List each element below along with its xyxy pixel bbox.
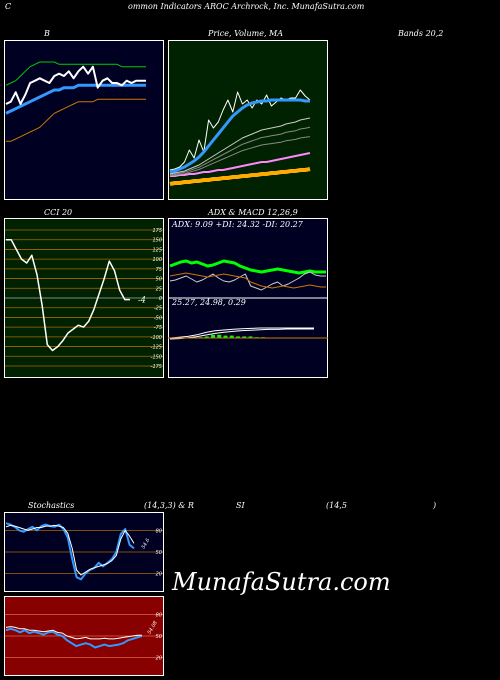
header-c: C [5,2,12,11]
bollinger-price-line [5,65,146,105]
cci-tick-label: -150 [151,354,162,360]
bands-label-b: B [44,29,50,38]
macd-line [169,327,314,339]
cci-tick-label: -175 [151,364,162,370]
adx-macd-panel [168,218,328,378]
price-panel [168,40,328,200]
stochastics-panel: 80 50 20 54.6 [4,512,164,592]
cci-line [6,238,130,352]
rsi-tick-label: 80 [156,612,162,618]
cci-tick-label: -75 [154,325,162,331]
cci-tick-label: 175 [152,228,162,234]
cci-tick-label: 125 [152,247,162,253]
cci-tick-label: 150 [152,238,162,244]
price-ma-mid-line [169,117,311,175]
adx-macd-chart [168,218,328,378]
macd-histogram-bar [236,336,240,339]
bollinger-chart [4,40,164,200]
price-ma-extra-line [169,126,311,176]
rsi-panel: 80 50 20 54.08 [4,596,164,676]
price-ma-short-line [169,98,310,174]
price-ma-long-2-line [169,167,311,186]
macd-histogram-bar [211,334,215,339]
stoch-d-line [5,524,135,576]
bands-label: Bands 20,2 [398,29,444,38]
cci-tick-label: -100 [151,335,162,341]
adx-plusminus-di-line [169,259,326,275]
rsi-params-label: (14,5 [326,501,347,510]
si-label: SI [236,501,245,510]
stoch-tick-label: 50 [156,550,162,556]
macd-histogram-bar [248,336,253,339]
page-title: ommon Indicators AROC Archrock, Inc. Mun… [128,2,365,11]
rsi-tick-label: 50 [156,634,162,640]
price-ma-extra-line [169,136,311,177]
cci-tick-label: 25 [156,286,162,292]
cci-tick-label: -50 [154,315,162,321]
bollinger-upper-line [5,61,146,86]
adx-values: ADX: 9.09 +DI: 24.32 -DI: 20.27 [172,220,303,229]
close-paren-label: ) [433,501,437,510]
macd-histogram-bar [217,334,222,339]
macd-histogram-bar [242,336,247,339]
stoch-tick-label: 20 [156,572,162,578]
cci-panel: 175 150 125 100 75 50 25 0 -25 -50 -75 -100 -125 -150… [4,218,164,378]
stoch-last-value-label: 54.6 [141,537,152,550]
rsi-mfi-line [5,626,142,640]
macd-histogram-bar [223,335,228,339]
stoch-k-line [5,522,135,581]
macd-histogram-bar [204,336,209,339]
cci-tick-label: 50 [156,277,162,283]
stochastics-chart: 80 50 20 54.6 [4,512,164,592]
bollinger-lower-line [6,98,146,142]
price-ma-long-1-line [170,152,311,177]
adx-macd-label: ADX & MACD 12,26,9 [208,208,298,217]
macd-histogram-bar [229,335,234,339]
cci-tick-label: -125 [151,345,162,351]
watermark: MunafaSutra.com [172,568,391,596]
bollinger-panel [4,40,164,200]
price-volume-ma-label: Price, Volume, MA [208,29,284,38]
cci-label: CCI 20 [44,208,73,217]
macd-signal-line [169,328,314,340]
cci-tick-label: 100 [152,257,162,263]
adx-adx-line [169,272,326,289]
stoch-params-label: (14,3,3) & R [144,501,194,510]
price-chart [168,40,328,200]
cci-tick-label: 0 [159,296,162,302]
cci-chart: 175 150 125 100 75 50 25 0 -25 -50 -75 -100 -125 -150… [4,218,164,378]
rsi-tick-label: 20 [156,656,162,662]
stoch-tick-label: 80 [156,528,162,534]
rsi-rsi-line [5,627,143,649]
cci-tick-label: -25 [154,306,162,312]
stochastics-label: Stochastics [28,501,75,510]
cci-tick-label: 75 [156,267,162,273]
macd-values: 25.27, 24.98, 0.29 [172,298,246,307]
cci-last-value-label: -4 [138,296,146,305]
